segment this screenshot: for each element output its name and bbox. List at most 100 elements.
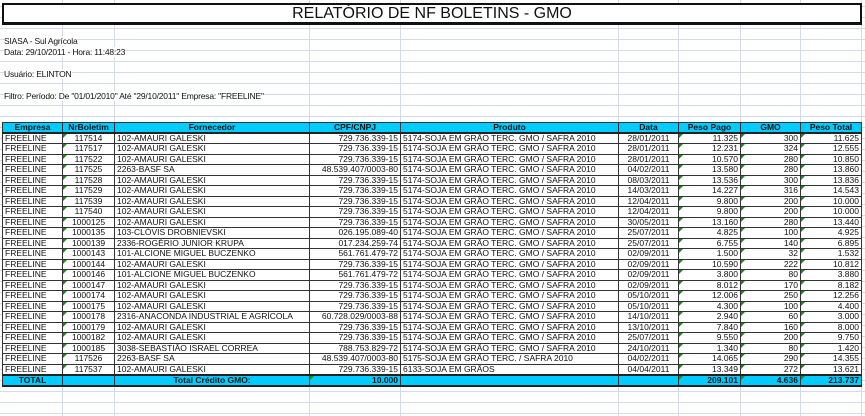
cell-peso-pago[interactable]: 4.825 [678, 227, 741, 239]
cell-fornecedor[interactable]: 102-AMAURI GALESKI [114, 185, 310, 197]
cell-empty[interactable] [62, 373, 115, 387]
cell-peso-pago[interactable]: 1.340 [678, 342, 741, 354]
cell-cpf-cnpj[interactable]: 48.539.407/0003-80 [309, 164, 401, 176]
cell-fornecedor[interactable]: 2316-ANACONDA INDUSTRIAL E AGRÍCOLA [114, 311, 310, 323]
cell-peso-total[interactable]: 14.355 [800, 353, 862, 365]
cell-cpf-cnpj[interactable]: 729.736.339-15 [309, 153, 401, 165]
cell-cpf-cnpj[interactable]: 788.753.829-72 [309, 342, 401, 354]
cell-peso-pago[interactable]: 14.065 [678, 353, 741, 365]
cell-gmo[interactable]: 280 [740, 164, 801, 176]
total-peso-pago[interactable]: 209.101 [678, 373, 741, 387]
column-header[interactable]: GMO [740, 122, 801, 134]
cell-fornecedor[interactable]: 102-AMAURI GALESKI [114, 332, 310, 344]
cell-cpf-cnpj[interactable]: 729.736.339-15 [309, 363, 401, 375]
cell-nrboletim[interactable]: 117514 [62, 132, 115, 144]
cell-cpf-cnpj[interactable]: 017.234.259-74 [309, 237, 401, 249]
cell-nrboletim[interactable]: 117539 [62, 195, 115, 207]
cell-peso-pago[interactable]: 11.325 [678, 132, 741, 144]
cell-nrboletim[interactable]: 1000185 [62, 342, 115, 354]
cell-fornecedor[interactable]: 102-AMAURI GALESKI [114, 300, 310, 312]
cell-cpf-cnpj[interactable]: 729.736.339-15 [309, 321, 401, 333]
cell-fornecedor[interactable]: 102-AMAURI GALESKI [114, 363, 310, 375]
cell-empresa[interactable]: FREELINE [2, 248, 63, 260]
cell-produto[interactable]: 5175-SOJA EM GRÃO TERC. / SAFRA 2010 [400, 353, 619, 365]
cell-peso-total[interactable]: 12.256 [800, 290, 862, 302]
cell-data[interactable]: 02/09/2011 [618, 248, 679, 260]
cell-nrboletim[interactable]: 1000147 [62, 279, 115, 291]
column-header[interactable]: Data [618, 122, 679, 134]
cell-gmo[interactable]: 250 [740, 290, 801, 302]
cell-produto[interactable]: 5174-SOJA EM GRÃO TERC. GMO / SAFRA 2010 [400, 342, 619, 354]
cell-peso-total[interactable]: 11.625 [800, 132, 862, 144]
cell-cpf-cnpj[interactable]: 48.539.407/0003-80 [309, 353, 401, 365]
cell-peso-pago[interactable]: 9.800 [678, 195, 741, 207]
cell-nrboletim[interactable]: 117529 [62, 185, 115, 197]
cell-data[interactable]: 04/02/2011 [618, 164, 679, 176]
cell-peso-pago[interactable]: 12.006 [678, 290, 741, 302]
cell-peso-pago[interactable]: 9.800 [678, 206, 741, 218]
total-label[interactable]: TOTAL [2, 373, 63, 387]
cell-gmo[interactable]: 170 [740, 279, 801, 291]
cell-cpf-cnpj[interactable]: 729.736.339-15 [309, 143, 401, 155]
cell-peso-total[interactable]: 13.836 [800, 174, 862, 186]
cell-nrboletim[interactable]: 1000146 [62, 269, 115, 281]
cell-data[interactable]: 30/05/2011 [618, 216, 679, 228]
cell-peso-pago[interactable]: 3.800 [678, 269, 741, 281]
cell-data[interactable]: 28/01/2011 [618, 153, 679, 165]
cell-fornecedor[interactable]: 101-ALCIONE MIGUEL BUCZENKO [114, 248, 310, 260]
cell-nrboletim[interactable]: 117540 [62, 206, 115, 218]
cell-data[interactable]: 25/07/2011 [618, 237, 679, 249]
cell-produto[interactable]: 5174-SOJA EM GRÃO TERC. GMO / SAFRA 2010 [400, 185, 619, 197]
cell-empty[interactable] [618, 373, 679, 387]
cell-fornecedor[interactable]: 102-AMAURI GALESKI [114, 153, 310, 165]
cell-produto[interactable]: 5174-SOJA EM GRÃO TERC. GMO / SAFRA 2010 [400, 290, 619, 302]
cell-peso-pago[interactable]: 4.300 [678, 300, 741, 312]
cell-peso-total[interactable]: 13.621 [800, 363, 862, 375]
cell-gmo[interactable]: 272 [740, 363, 801, 375]
cell-produto[interactable]: 5174-SOJA EM GRÃO TERC. GMO / SAFRA 2010 [400, 153, 619, 165]
cell-cpf-cnpj[interactable]: 561.761.479-72 [309, 269, 401, 281]
cell-empresa[interactable]: FREELINE [2, 174, 63, 186]
cell-empresa[interactable]: FREELINE [2, 353, 63, 365]
cell-empresa[interactable]: FREELINE [2, 311, 63, 323]
cell-produto[interactable]: 5174-SOJA EM GRÃO TERC. GMO / SAFRA 2010 [400, 227, 619, 239]
cell-fornecedor[interactable]: 2263-BASF SA [114, 353, 310, 365]
cell-fornecedor[interactable]: 102-AMAURI GALESKI [114, 195, 310, 207]
cell-peso-pago[interactable]: 13.160 [678, 216, 741, 228]
cell-produto[interactable]: 5174-SOJA EM GRÃO TERC. GMO / SAFRA 2010 [400, 332, 619, 344]
cell-nrboletim[interactable]: 1000175 [62, 300, 115, 312]
cell-produto[interactable]: 5174-SOJA EM GRÃO TERC. GMO / SAFRA 2010 [400, 300, 619, 312]
cell-produto[interactable]: 5174-SOJA EM GRÃO TERC. GMO / SAFRA 2010 [400, 164, 619, 176]
cell-data[interactable]: 24/10/2011 [618, 342, 679, 354]
cell-data[interactable]: 02/09/2011 [618, 269, 679, 281]
cell-data[interactable]: 28/01/2011 [618, 143, 679, 155]
column-header[interactable]: Peso Total [800, 122, 862, 134]
cell-produto[interactable]: 5174-SOJA EM GRÃO TERC. GMO / SAFRA 2010 [400, 143, 619, 155]
cell-peso-total[interactable]: 10.000 [800, 195, 862, 207]
cell-produto[interactable]: 5174-SOJA EM GRÃO TERC. GMO / SAFRA 2010 [400, 132, 619, 144]
cell-fornecedor[interactable]: 102-AMAURI GALESKI [114, 321, 310, 333]
cell-data[interactable]: 05/10/2011 [618, 300, 679, 312]
cell-nrboletim[interactable]: 117528 [62, 174, 115, 186]
cell-fornecedor[interactable]: 102-AMAURI GALESKI [114, 143, 310, 155]
total-peso-total[interactable]: 213.737 [800, 373, 862, 387]
column-header[interactable]: Peso Pago [678, 122, 741, 134]
cell-empty[interactable] [400, 373, 619, 387]
cell-peso-total[interactable]: 10.000 [800, 206, 862, 218]
cell-cpf-cnpj[interactable]: 729.736.339-15 [309, 279, 401, 291]
cell-peso-pago[interactable]: 9.550 [678, 332, 741, 344]
cell-peso-total[interactable]: 13.440 [800, 216, 862, 228]
cell-fornecedor[interactable]: 101-ALCIONE MIGUEL BUCZENKO [114, 269, 310, 281]
cell-fornecedor[interactable]: 102-AMAURI GALESKI [114, 206, 310, 218]
cell-peso-total[interactable]: 10.812 [800, 258, 862, 270]
cell-produto[interactable]: 5174-SOJA EM GRÃO TERC. GMO / SAFRA 2010 [400, 248, 619, 260]
cell-nrboletim[interactable]: 1000178 [62, 311, 115, 323]
cell-peso-total[interactable]: 8.182 [800, 279, 862, 291]
cell-data[interactable]: 05/10/2011 [618, 290, 679, 302]
cell-empresa[interactable]: FREELINE [2, 363, 63, 375]
cell-cpf-cnpj[interactable]: 60.728.029/0003-88 [309, 311, 401, 323]
cell-peso-pago[interactable]: 8.012 [678, 279, 741, 291]
cell-peso-pago[interactable]: 10.590 [678, 258, 741, 270]
cell-peso-pago[interactable]: 12.231 [678, 143, 741, 155]
cell-data[interactable]: 04/02/2011 [618, 353, 679, 365]
